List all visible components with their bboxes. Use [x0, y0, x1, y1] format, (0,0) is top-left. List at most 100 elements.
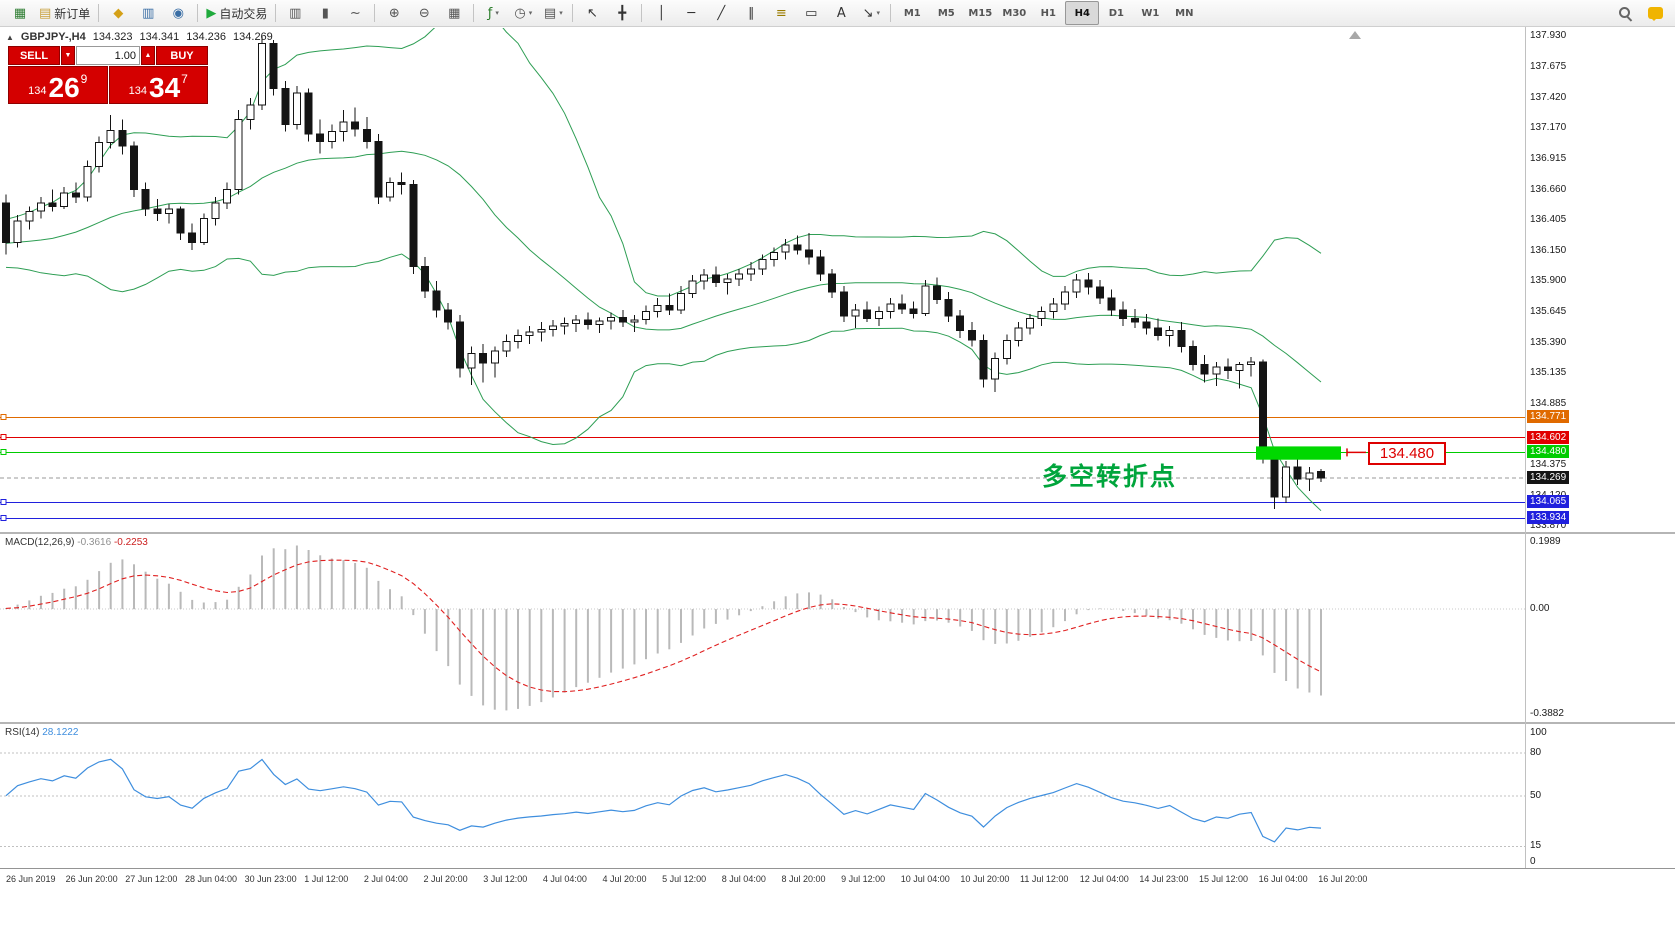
- templates-icon[interactable]: ▤ ▾: [538, 1, 568, 25]
- time-axis[interactable]: 26 Jun 2019 26 Jun 20:00 27 Jun 12:00 28 Ju…: [0, 868, 1675, 948]
- price-axis-label: 133.870: [1530, 519, 1567, 531]
- chart-window-icon[interactable]: ▦: [5, 1, 35, 25]
- time-axis-label: 28 Jun 04:00: [184, 874, 237, 884]
- one-click-toggle-icon[interactable]: ▲: [6, 32, 14, 42]
- symbol-name: GBPJPY-,H4: [20, 31, 86, 43]
- volume-decrease-button[interactable]: ▼: [61, 46, 75, 65]
- toolbar-separator: [641, 4, 643, 22]
- bar-chart-icon: ▥: [289, 5, 302, 21]
- shapes-icon[interactable]: ▭: [796, 1, 826, 25]
- rsi-scale-label: 80: [1530, 746, 1542, 758]
- macd-scale-label: 0.1989: [1530, 536, 1561, 547]
- macd-value-main: -0.3616: [77, 537, 112, 548]
- new-order-button[interactable]: ▤ 新订单: [35, 1, 94, 25]
- line-chart-icon[interactable]: ~: [340, 1, 370, 25]
- timeframe-h1[interactable]: H1: [1031, 1, 1065, 25]
- volume-input[interactable]: 1.00: [76, 46, 140, 65]
- tile-windows-icon[interactable]: ▦: [439, 1, 469, 25]
- buy-button[interactable]: BUY: [156, 46, 208, 65]
- price-axis-label: 137.675: [1530, 61, 1567, 73]
- time-axis-label: 8 Jul 20:00: [781, 874, 826, 884]
- vertical-line-icon[interactable]: │: [646, 1, 676, 25]
- navigator-icon[interactable]: ◉: [163, 1, 193, 25]
- panel-separator[interactable]: [0, 722, 1675, 724]
- toolbar-separator: [572, 4, 574, 22]
- time-axis-label: 27 Jun 12:00: [125, 874, 178, 884]
- macd-scale-label: -0.3882: [1530, 708, 1564, 719]
- rsi-scale-label: 0: [1530, 856, 1536, 867]
- vertical-line-icon: │: [657, 5, 666, 21]
- zone-price-label: 134.480: [1368, 442, 1446, 465]
- channel-icon[interactable]: ∥: [736, 1, 766, 25]
- periods-icon[interactable]: ◷ ▾: [508, 1, 538, 25]
- price-axis-tag: 134.065: [1527, 495, 1570, 509]
- toolbar-separator: [890, 4, 892, 22]
- cursor-icon: ↖: [586, 5, 598, 21]
- channel-icon: ∥: [748, 5, 755, 21]
- community-icon[interactable]: [1640, 1, 1670, 25]
- indicators-icon[interactable]: ƒ ▾: [478, 1, 508, 25]
- time-axis-label: 9 Jul 12:00: [841, 874, 886, 884]
- fibonacci-icon[interactable]: ≡: [766, 1, 796, 25]
- toolbar-separator: [473, 4, 475, 22]
- timeframe-d1[interactable]: D1: [1099, 1, 1133, 25]
- toolbar-separator: [374, 4, 376, 22]
- trendline-icon: ╱: [717, 5, 726, 21]
- macd-canvas[interactable]: [0, 534, 1526, 722]
- arrows-icon[interactable]: ↘ ▾: [856, 1, 886, 25]
- zoom-out-icon[interactable]: ⊖: [409, 1, 439, 25]
- timeframe-w1[interactable]: W1: [1133, 1, 1167, 25]
- toolbar: ▦ ▤ 新订单 ◆ ▥ ◉ ▶ 自动交易 ▥ ▮ ~ ⊕ ⊖ ▦ ƒ ▾ ◷ ▾ ▤ ▾ ↖ ╋ │ ─ ╱ ∥ ≡ ▭ A ↘ ▾ M1 M5…: [0, 0, 1675, 27]
- dropdown-caret-icon: ▾: [876, 9, 881, 17]
- time-axis-label: 15 Jul 12:00: [1199, 874, 1249, 884]
- trendline-icon[interactable]: ╱: [706, 1, 736, 25]
- toolbar-separator: [98, 4, 100, 22]
- bar-chart-icon[interactable]: ▥: [280, 1, 310, 25]
- rsi-scale-label: 50: [1530, 790, 1542, 801]
- timeframe-m5[interactable]: M5: [929, 1, 963, 25]
- auto-trading-button-label: 自动交易: [219, 6, 268, 21]
- templates-icon: ▤: [543, 5, 557, 21]
- horizontal-line-icon[interactable]: ─: [676, 1, 706, 25]
- zoom-out-icon: ⊖: [418, 5, 430, 21]
- sell-button[interactable]: SELL: [8, 46, 60, 65]
- crosshair-icon: ╋: [618, 5, 627, 21]
- timeframe-m5-label: M5: [937, 7, 955, 19]
- price-chart-canvas[interactable]: [0, 28, 1526, 532]
- market-watch-icon[interactable]: ◆: [103, 1, 133, 25]
- chart-annotation-text: 多空转折点: [1042, 463, 1178, 491]
- candlestick-chart-icon[interactable]: ▮: [310, 1, 340, 25]
- timeframe-w1-label: W1: [1141, 7, 1160, 19]
- candlestick-chart-icon: ▮: [321, 5, 329, 21]
- navigator-icon: ◉: [172, 5, 184, 21]
- auto-trading-button[interactable]: ▶ 自动交易: [202, 1, 271, 25]
- timeframe-m1[interactable]: M1: [895, 1, 929, 25]
- panel-separator[interactable]: [0, 532, 1675, 534]
- text-icon[interactable]: A: [826, 1, 856, 25]
- price-axis[interactable]: 137.930 137.675 137.420 137.170 136.915 136.6…: [1526, 0, 1675, 947]
- timeframe-m30[interactable]: M30: [997, 1, 1031, 25]
- time-axis-label: 14 Jul 23:00: [1139, 874, 1189, 884]
- sell-price-big: 26: [48, 72, 80, 103]
- timeframe-mn[interactable]: MN: [1167, 1, 1201, 25]
- timeframe-h4[interactable]: H4: [1065, 1, 1100, 25]
- timeframe-m1-label: M1: [903, 7, 921, 19]
- price-axis-label: 137.170: [1530, 122, 1567, 134]
- time-axis-label: 16 Jul 20:00: [1318, 874, 1368, 884]
- time-axis-label: 1 Jul 12:00: [304, 874, 349, 884]
- sell-price-prefix: 134: [28, 85, 47, 97]
- sell-price-display[interactable]: 134 26 9: [8, 66, 108, 104]
- rsi-indicator-label: RSI(14) 28.1222: [5, 727, 78, 738]
- volume-increase-button[interactable]: ▲: [141, 46, 155, 65]
- ohlc-high: 134.341: [139, 31, 180, 43]
- rsi-canvas[interactable]: [0, 724, 1526, 868]
- zoom-in-icon[interactable]: ⊕: [379, 1, 409, 25]
- new-order-icon: ▤: [39, 5, 52, 21]
- price-axis-label: 136.915: [1530, 152, 1567, 164]
- buy-price-display[interactable]: 134 34 7: [108, 66, 208, 104]
- cursor-icon[interactable]: ↖: [577, 1, 607, 25]
- timeframe-m15[interactable]: M15: [963, 1, 997, 25]
- data-window-icon[interactable]: ▥: [133, 1, 163, 25]
- search-icon[interactable]: [1610, 1, 1640, 25]
- crosshair-icon[interactable]: ╋: [607, 1, 637, 25]
